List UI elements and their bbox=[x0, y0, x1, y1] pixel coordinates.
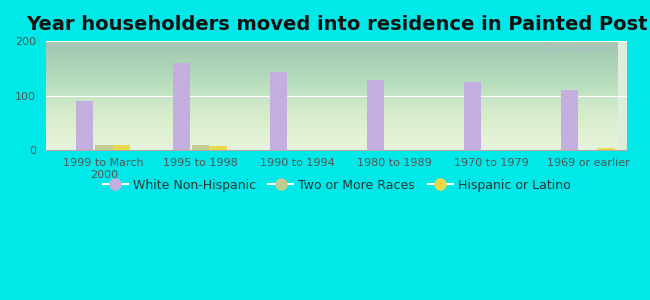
Text: City-Data.com: City-Data.com bbox=[541, 44, 616, 54]
Bar bbox=[597, 148, 615, 150]
Bar bbox=[112, 145, 130, 150]
Legend: White Non-Hispanic, Two or More Races, Hispanic or Latino: White Non-Hispanic, Two or More Races, H… bbox=[98, 174, 575, 196]
Bar bbox=[270, 72, 287, 150]
Bar bbox=[367, 80, 384, 150]
Bar bbox=[560, 90, 578, 150]
Bar bbox=[463, 82, 481, 150]
Bar bbox=[76, 101, 94, 150]
Bar bbox=[192, 145, 209, 150]
Title: Year householders moved into residence in Painted Post: Year householders moved into residence i… bbox=[26, 15, 647, 34]
Bar bbox=[173, 63, 190, 150]
Bar bbox=[209, 146, 227, 150]
Bar bbox=[95, 145, 112, 150]
